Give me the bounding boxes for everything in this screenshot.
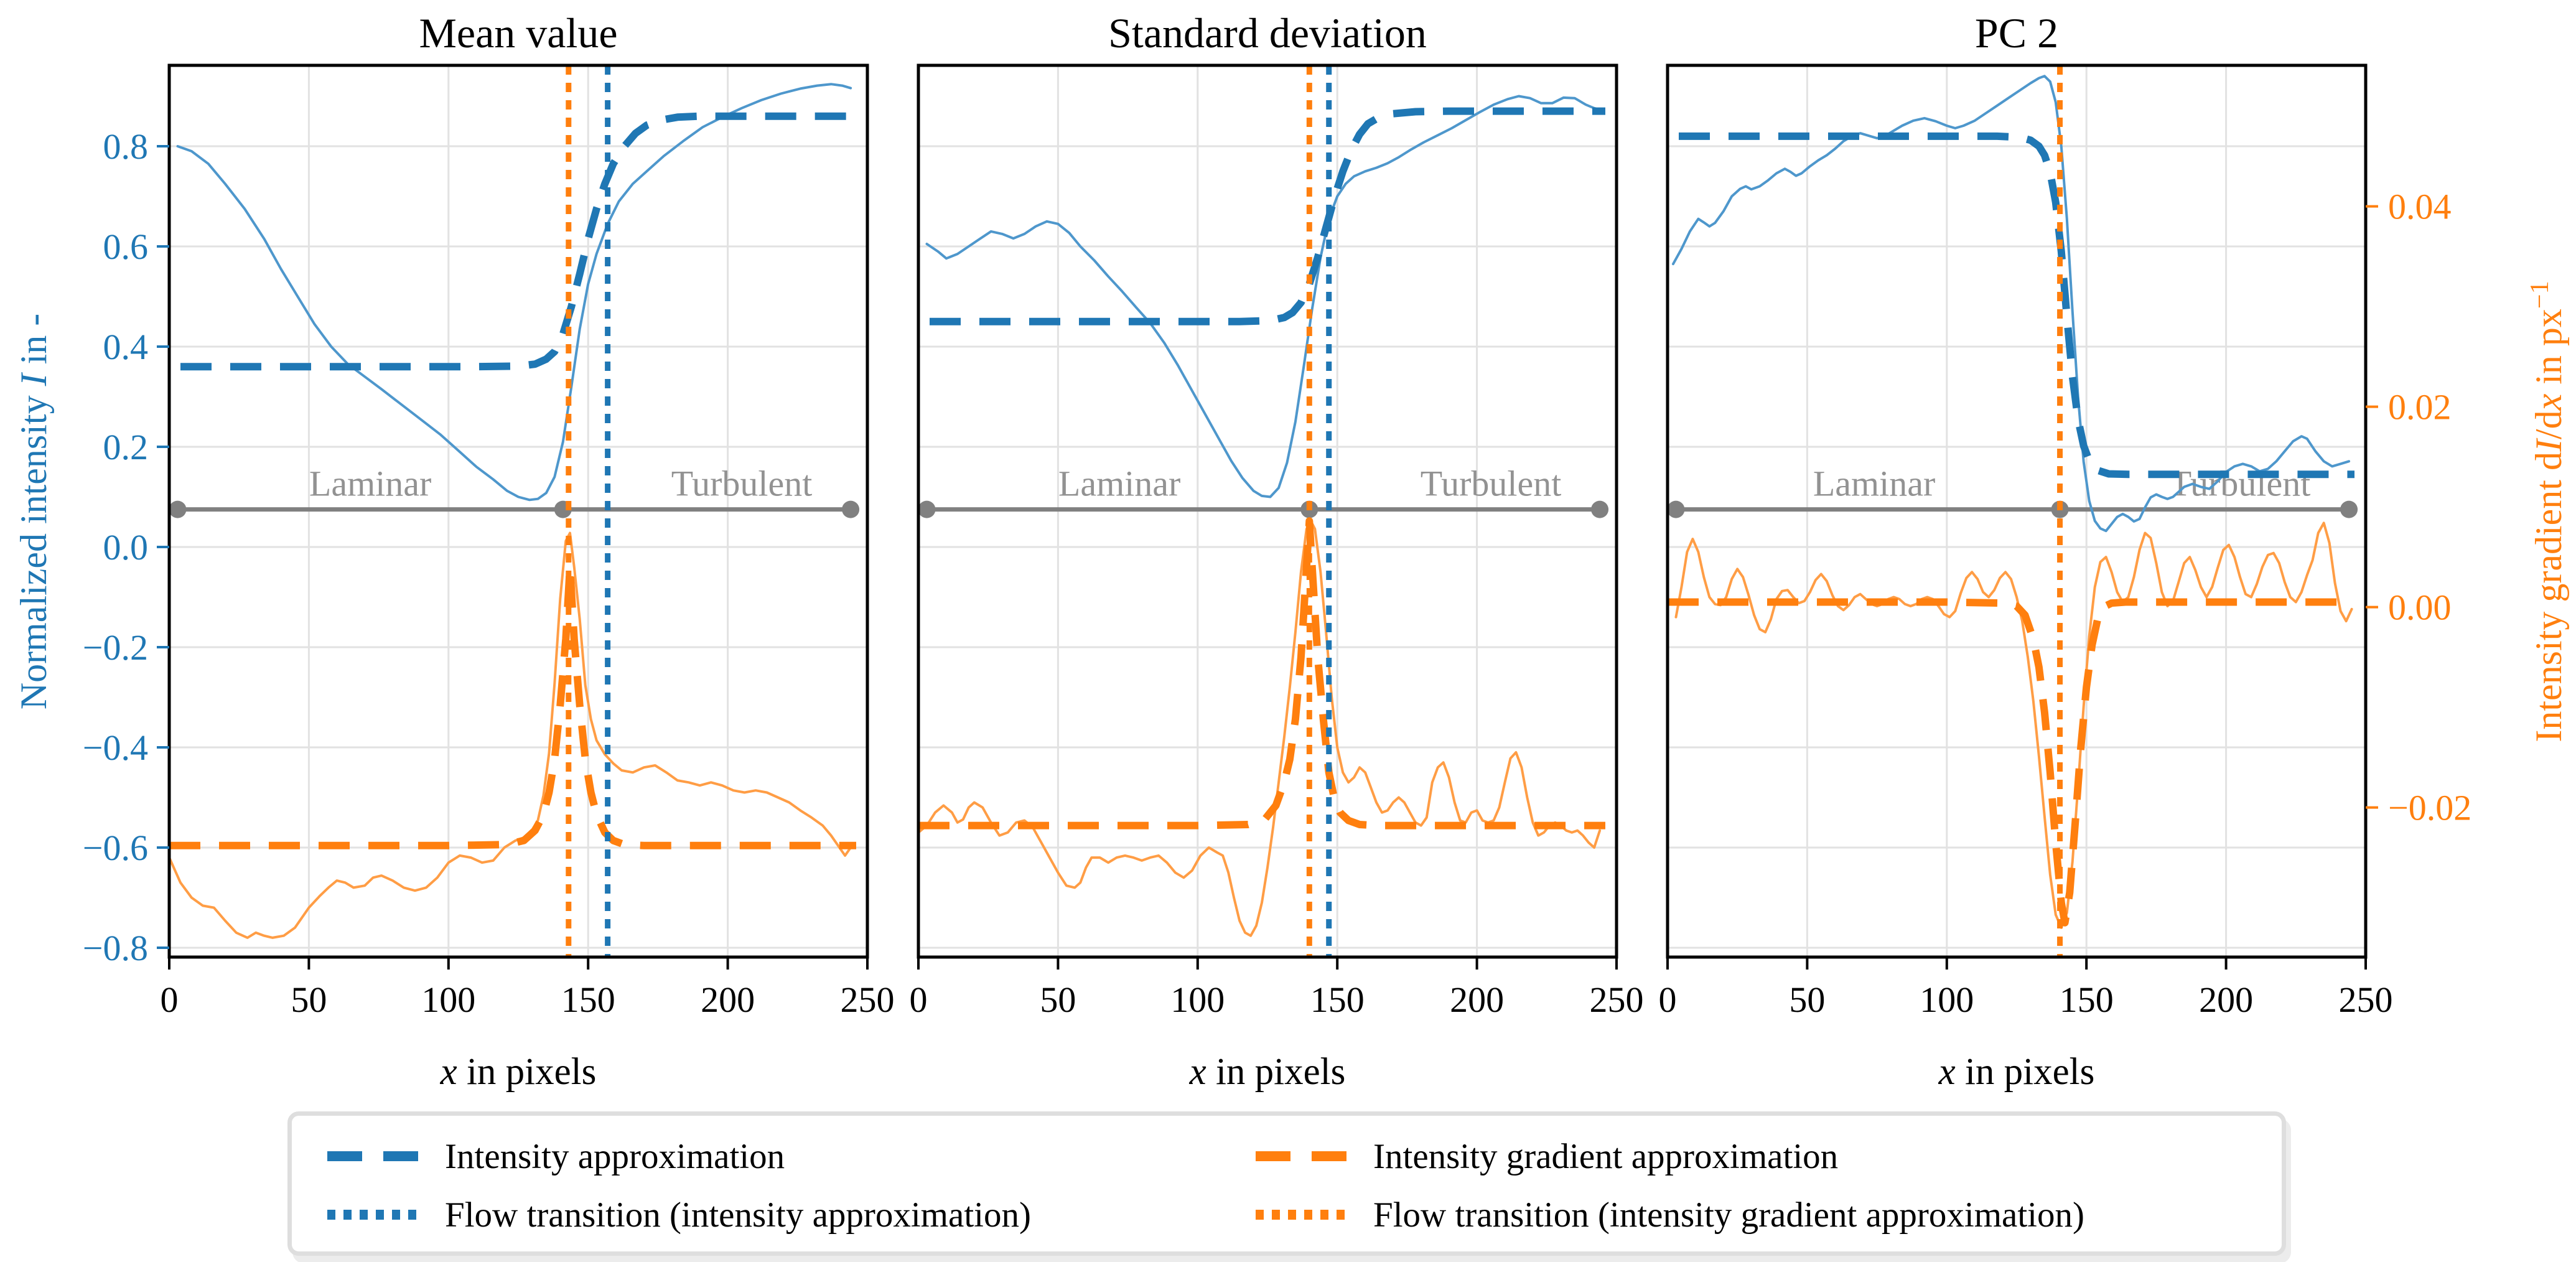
intensity-gradient-approximation-curve	[169, 563, 856, 849]
x-axis-label-text: in pixels	[457, 1051, 597, 1093]
x-axis-label: x in pixels	[169, 1050, 867, 1094]
x-axis-variable: x	[1938, 1051, 1956, 1093]
x-tick-label: 50	[1789, 979, 1825, 1020]
flow-regime-marker	[169, 500, 187, 518]
legend-item-intensity-approximation: Intensity approximation	[327, 1129, 785, 1183]
intensity-gradient-approximation-curve	[918, 517, 1605, 830]
legend-label: Flow transition (intensity gradient appr…	[1373, 1195, 2084, 1235]
y-left-axis-label: Normalized intensity I in -	[7, 1, 60, 1022]
y-left-tick-label: −0.4	[83, 727, 148, 768]
x-tick-label: 150	[561, 979, 615, 1020]
x-axis-variable: x	[440, 1051, 457, 1093]
x-tick-label: 50	[1040, 979, 1076, 1020]
orange-dotted-line-icon	[1256, 1210, 1349, 1220]
y-left-label-unit: in -	[13, 313, 54, 374]
laminar-label: Laminar	[309, 464, 431, 504]
flow-regime-marker	[842, 500, 860, 518]
y-right-tick-label: 0.00	[2388, 587, 2452, 628]
subplot-title-mean-value: Mean value	[419, 9, 618, 57]
y-right-label-unit: in px	[2528, 309, 2569, 394]
y-left-tick-label: 0.4	[103, 327, 149, 367]
legend-label: Intensity gradient approximation	[1373, 1136, 1839, 1176]
x-tick-label: 50	[291, 979, 327, 1020]
x-tick-label: 100	[1170, 979, 1225, 1020]
y-right-label-text: /d	[2528, 410, 2569, 440]
x-tick-label: 200	[2199, 979, 2253, 1020]
flow-regime-marker	[1591, 500, 1609, 518]
legend-item-flow-transition-gradient: Flow transition (intensity gradient appr…	[1255, 1188, 2084, 1241]
turbulent-label: Turbulent	[1421, 464, 1562, 504]
x-tick-label: 250	[841, 979, 895, 1020]
intensity-gradient-raw-curve	[168, 531, 852, 939]
plot-border	[167, 63, 869, 959]
intensity-approximation-curve	[930, 107, 1605, 325]
x-axis-label-text: in pixels	[1206, 1051, 1346, 1093]
intensity-raw-curve	[1672, 75, 2351, 533]
y-right-tick-label: 0.02	[2388, 387, 2452, 428]
turbulent-label: Turbulent	[671, 464, 813, 504]
x-axis-label: x in pixels	[918, 1050, 1617, 1094]
x-axis-variable: x	[1189, 1051, 1206, 1093]
laminar-label: Laminar	[1058, 464, 1180, 504]
y-left-tick-label: −0.8	[83, 928, 148, 968]
subplot-title-pc2: PC 2	[1974, 9, 2059, 57]
x-axis-label: x in pixels	[1668, 1050, 2366, 1094]
x-tick-label: 200	[701, 979, 755, 1020]
x-tick-label: 250	[1590, 979, 1644, 1020]
plot-border	[917, 63, 1618, 959]
legend-item-flow-transition-intensity: Flow transition (intensity approximation…	[327, 1188, 1031, 1241]
y-left-label-text: Normalized intensity	[13, 386, 54, 710]
orange-dashed-line-icon	[1256, 1151, 1349, 1161]
y-right-tick-label: −0.02	[2388, 788, 2471, 828]
x-tick-label: 250	[2339, 979, 2393, 1020]
y-left-tick-label: 0.6	[103, 227, 149, 267]
y-left-tick-label: −0.2	[83, 627, 148, 668]
y-left-tick-label: 0.8	[103, 126, 149, 167]
laminar-label: Laminar	[1813, 464, 1935, 504]
y-right-tick-label: 0.04	[2388, 187, 2452, 227]
y-right-label-variable-x: x	[2528, 393, 2569, 411]
y-right-label-variable-i: I	[2528, 439, 2569, 452]
x-axis-label-text: in pixels	[1955, 1051, 2095, 1093]
x-tick-label: 150	[1310, 979, 1365, 1020]
x-tick-label: 100	[1920, 979, 1974, 1020]
flow-regime-marker	[1667, 500, 1685, 518]
flow-regime-marker	[2340, 500, 2358, 518]
intensity-approximation-curve	[1679, 132, 2354, 479]
y-left-tick-label: −0.6	[83, 828, 148, 868]
legend-item-intensity-gradient-approximation: Intensity gradient approximation	[1255, 1129, 1838, 1183]
intensity-gradient-approximation-curve	[1668, 598, 2354, 927]
intensity-gradient-raw-curve	[1674, 521, 2353, 929]
intensity-approximation-curve	[180, 112, 856, 371]
y-right-label-text: Intensity gradient d	[2528, 452, 2569, 742]
intensity-gradient-raw-curve	[917, 520, 1602, 937]
blue-dashed-line-icon	[327, 1151, 421, 1161]
legend: Intensity approximation Flow transition …	[287, 1111, 2286, 1256]
x-tick-label: 150	[2060, 979, 2114, 1020]
subplot-title-standard-deviation: Standard deviation	[1108, 9, 1427, 57]
intensity-raw-curve	[925, 95, 1602, 498]
x-tick-label: 0	[910, 979, 928, 1020]
plot-border	[1666, 63, 2368, 959]
blue-dotted-line-icon	[327, 1210, 421, 1220]
legend-label: Intensity approximation	[445, 1136, 785, 1176]
x-tick-label: 100	[421, 979, 475, 1020]
x-tick-label: 0	[1659, 979, 1677, 1020]
x-tick-label: 200	[1450, 979, 1504, 1020]
x-tick-label: 0	[161, 979, 179, 1020]
y-right-label-exponent: −1	[2526, 281, 2554, 309]
flow-regime-marker	[918, 500, 936, 518]
y-left-label-variable: I	[13, 373, 54, 386]
y-left-tick-label: 0.2	[103, 427, 149, 467]
legend-label: Flow transition (intensity approximation…	[445, 1195, 1031, 1235]
y-right-axis-label: Intensity gradient dI/dx in px−1	[2514, 1, 2569, 1022]
y-left-tick-label: 0.0	[103, 527, 149, 568]
